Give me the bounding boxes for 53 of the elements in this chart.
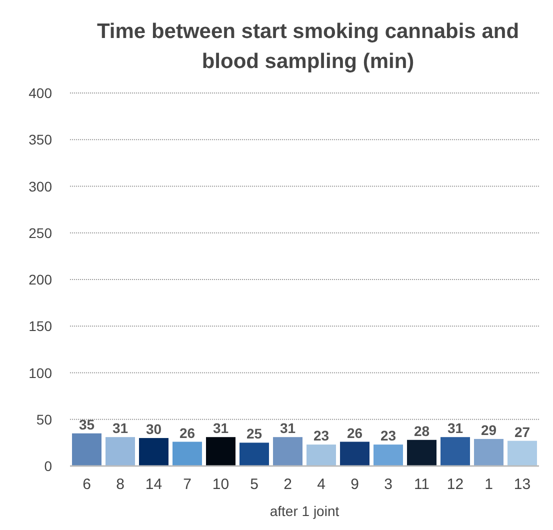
y-tick-label: 250	[28, 224, 52, 241]
x-tick-label: 5	[250, 476, 258, 493]
data-label: 23	[313, 428, 330, 444]
x-tick-label: 1	[484, 476, 493, 493]
data-label: 25	[246, 426, 262, 442]
data-label: 28	[414, 422, 430, 439]
data-label: 35	[78, 416, 95, 432]
bar	[306, 444, 336, 466]
y-tick-label: 50	[36, 411, 52, 428]
x-tick-label: 10	[212, 476, 230, 493]
bar	[72, 433, 102, 466]
y-tick-label: 150	[28, 318, 52, 334]
data-label: 30	[146, 421, 162, 438]
x-tick-label: 4	[317, 476, 326, 493]
x-tick-label: 12	[446, 476, 464, 493]
x-axis-title: after 1 joint	[270, 503, 340, 519]
y-tick-label: 400	[28, 85, 52, 101]
bar	[106, 437, 135, 466]
data-label: 29	[480, 422, 497, 438]
bar	[407, 440, 436, 466]
x-tick-label: 8	[116, 476, 124, 493]
x-tick-label: 7	[183, 476, 192, 493]
y-tick-label: 0	[44, 458, 52, 474]
data-label: 31	[447, 420, 464, 436]
data-label: 31	[112, 420, 128, 436]
data-label: 23	[380, 428, 396, 444]
bar	[440, 437, 470, 466]
x-tick-label: 6	[82, 476, 91, 493]
data-label: 26	[179, 424, 196, 441]
chart-title: Time between start smoking cannabis and blood sampling (min)	[96, 20, 520, 73]
data-label: 26	[346, 424, 363, 441]
data-label: 27	[514, 424, 530, 440]
y-tick-label: 350	[28, 132, 52, 148]
bar	[508, 440, 537, 466]
bar	[340, 442, 370, 466]
bar	[172, 442, 202, 466]
y-tick-label: 100	[28, 364, 52, 381]
bar	[206, 437, 236, 466]
bar	[240, 442, 269, 466]
x-tick-label: 3	[384, 476, 392, 493]
bar	[273, 437, 302, 466]
data-label: 31	[280, 420, 296, 436]
data-label: 31	[212, 420, 229, 436]
x-tick-label: 13	[514, 476, 531, 493]
y-tick-label: 200	[28, 272, 52, 288]
bar	[139, 438, 168, 466]
x-tick-label: 11	[414, 476, 430, 493]
bar	[374, 444, 403, 466]
x-tick-label: 9	[350, 476, 359, 493]
bar	[474, 438, 504, 466]
x-tick-label: 2	[284, 476, 292, 493]
x-tick-label: 14	[145, 476, 162, 493]
y-tick-label: 300	[28, 178, 52, 194]
